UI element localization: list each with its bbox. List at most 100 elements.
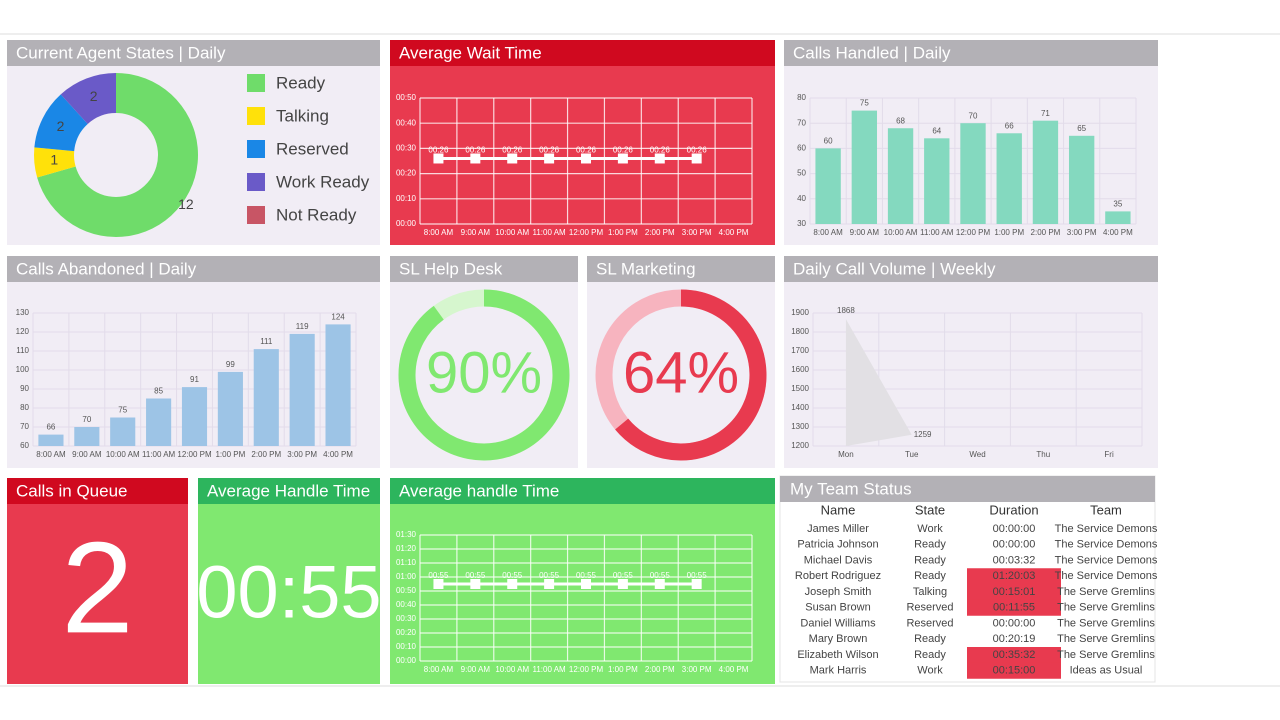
x-tick-label: 11:00 AM	[142, 450, 176, 459]
panel-header	[390, 40, 775, 66]
table-cell: The Serve Gremlins	[1057, 586, 1155, 598]
line-marker	[654, 579, 665, 589]
y-tick-label: 00:00	[396, 656, 417, 665]
table-cell: Work	[917, 665, 943, 677]
bar	[1105, 211, 1131, 224]
value-label: 75	[118, 406, 127, 415]
x-tick-label: 1:00 PM	[608, 228, 638, 237]
x-tick-label: Fri	[1104, 450, 1114, 459]
x-tick-label: 8:00 AM	[813, 228, 843, 237]
value-label: 66	[1005, 121, 1014, 130]
y-tick-label: 01:30	[396, 530, 417, 539]
column-header: Name	[821, 502, 856, 517]
panel-title: Average handle Time	[399, 481, 559, 500]
panel	[7, 478, 188, 684]
x-tick-label: 12:00 PM	[956, 228, 991, 237]
panel-header	[780, 476, 1155, 502]
y-tick-label: 60	[20, 441, 29, 450]
value-label: 85	[154, 387, 163, 396]
x-tick-label: 1:00 PM	[215, 450, 245, 459]
table-cell: 00:20:19	[993, 633, 1036, 645]
value-label: 00:55	[650, 571, 671, 580]
x-tick-label: 1:00 PM	[994, 228, 1024, 237]
value-label: 00:26	[576, 146, 597, 155]
line-marker	[507, 153, 518, 164]
y-tick-label: 70	[20, 422, 29, 431]
table-cell: The Service Demons	[1055, 554, 1158, 566]
y-tick-label: 1700	[791, 346, 809, 355]
legend-swatch	[247, 206, 265, 224]
gauge-value	[398, 289, 570, 461]
table-cell: Elizabeth Wilson	[797, 649, 878, 661]
x-tick-label: Thu	[1036, 450, 1050, 459]
y-tick-label: 40	[797, 194, 806, 203]
table-cell: 00:00:00	[993, 539, 1036, 551]
slice-label: 2	[57, 118, 65, 134]
panel-title: Average Handle Time	[207, 481, 370, 500]
y-tick-label: 100	[16, 365, 30, 374]
x-tick-label: Wed	[969, 450, 985, 459]
value-label: 00:26	[650, 146, 671, 155]
line-marker	[617, 153, 628, 164]
value-label: 64	[932, 126, 941, 135]
duration-alert	[967, 647, 1061, 663]
bar	[253, 349, 279, 446]
line-marker	[507, 579, 518, 589]
panel-title: Daily Call Volume | Weekly	[793, 259, 996, 278]
table-cell: Ready	[914, 570, 946, 582]
x-tick-label: 8:00 AM	[424, 665, 454, 674]
panel-title: SL Help Desk	[399, 259, 503, 278]
y-tick-label: 1200	[791, 441, 809, 450]
panel-header	[784, 40, 1158, 66]
line-marker	[691, 153, 702, 164]
value-label: 00:26	[539, 146, 560, 155]
x-tick-label: 2:00 PM	[251, 450, 281, 459]
legend-label: Ready	[276, 73, 326, 92]
column-header: Team	[1090, 502, 1122, 517]
panel-header	[7, 478, 188, 504]
x-tick-label: 8:00 AM	[36, 450, 66, 459]
panel-header	[198, 478, 380, 504]
panel-title: My Team Status	[790, 479, 912, 498]
y-tick-label: 30	[797, 219, 806, 228]
column-header: Duration	[989, 502, 1038, 517]
y-tick-label: 1500	[791, 384, 809, 393]
panel-title: Calls Handled | Daily	[793, 43, 951, 62]
table-cell: Ideas as Usual	[1070, 665, 1143, 677]
bar	[181, 387, 208, 446]
y-tick-label: 130	[16, 308, 30, 317]
value-label: 00:26	[465, 146, 486, 155]
value-label: 00:55	[539, 571, 560, 580]
legend-label: Talking	[276, 106, 329, 125]
value-label: 91	[190, 375, 199, 384]
y-tick-label: 00:30	[396, 614, 417, 623]
value-label: 00:55	[502, 571, 523, 580]
kpi-value: 2	[61, 514, 133, 660]
x-tick-label: 9:00 AM	[72, 450, 102, 459]
legend-swatch	[247, 107, 265, 125]
x-tick-label: 4:00 PM	[1103, 228, 1133, 237]
x-tick-label: 12:00 PM	[177, 450, 212, 459]
line-marker	[691, 579, 702, 589]
gauge-label: 64%	[623, 340, 739, 405]
panel-title: Calls Abandoned | Daily	[16, 259, 197, 278]
table-cell: 01:20:03	[993, 570, 1036, 582]
legend-swatch	[247, 140, 265, 158]
y-tick-label: 00:50	[396, 93, 417, 102]
duration-alert	[967, 568, 1061, 585]
x-tick-label: 2:00 PM	[1031, 228, 1061, 237]
legend-swatch	[247, 173, 265, 191]
table-cell: 00:15:01	[993, 586, 1036, 598]
table-cell: Mary Brown	[809, 633, 868, 645]
table-cell: Talking	[913, 586, 947, 598]
table-cell: Susan Brown	[805, 602, 870, 614]
table-cell: Ready	[914, 633, 946, 645]
x-tick-label: 9:00 AM	[850, 228, 880, 237]
x-tick-label: 3:00 PM	[1067, 228, 1097, 237]
value-label: 00:55	[428, 571, 449, 580]
value-label: 65	[1077, 124, 1086, 133]
duration-alert	[967, 599, 1061, 616]
x-tick-label: 3:00 PM	[682, 228, 712, 237]
x-tick-label: 12:00 PM	[569, 228, 604, 237]
value-label: 75	[860, 99, 869, 108]
